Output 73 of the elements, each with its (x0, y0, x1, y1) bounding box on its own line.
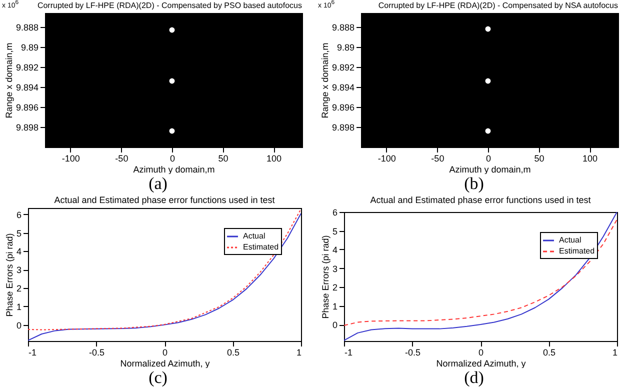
y-tick-label: 6 (16, 210, 22, 220)
x-tick-label: -1 (28, 348, 37, 358)
chart-title: Corrupted by LF-HPE (RDA)(2D) - Compensated by NSA autofocus (378, 1, 618, 10)
x-tick-label: -1 (344, 348, 353, 358)
y-tick-label: 9.888 (332, 22, 354, 32)
text: (c) (148, 368, 168, 388)
x-tick-label: 1 (296, 348, 302, 358)
point (485, 128, 491, 134)
y-tick-label: 9.89 (20, 42, 38, 52)
y-tick-label: 9.896 (332, 102, 354, 112)
legend-label: Estimated (559, 246, 595, 256)
point (169, 128, 175, 134)
x-tick-label: -100 (62, 154, 80, 164)
x-axis-title: Normalized Azimuth, y (436, 358, 526, 368)
y-tick-label: 9.896 (16, 102, 38, 112)
y-tick-label: 5 (16, 228, 22, 238)
x-axis-title: Azimuth y domain,m (133, 164, 215, 174)
y-tick-label: 9.894 (332, 82, 354, 92)
point (169, 78, 175, 84)
point (485, 78, 491, 84)
chart-title: Corrupted by LF-HPE (RDA)(2D) - Compensated by PSO based autofocus (37, 1, 302, 10)
x-tick-label: 0 (478, 348, 484, 358)
point (169, 27, 175, 33)
y-tick-label: 9.898 (16, 122, 38, 132)
point (485, 26, 491, 32)
y-tick-label: 3 (16, 265, 22, 276)
y-tick-label: 3 (332, 264, 338, 274)
y-tick-label: 5 (332, 226, 338, 236)
x-tick-label: 0.5 (542, 348, 556, 358)
y-tick-label: 9.89 (336, 42, 354, 52)
line-series (344, 219, 617, 326)
y-axis-title: Range x domain,m (4, 42, 14, 118)
text: (b) (463, 174, 485, 194)
x-tick-label: -50 (431, 154, 444, 164)
text: (a) (148, 174, 168, 194)
x-tick-label: 1 (612, 348, 618, 358)
y-tick-label: 6 (332, 208, 338, 218)
y-axis-title: Phase Errors (pi rad) (320, 235, 330, 319)
y-tick-label: 1 (16, 302, 22, 312)
legend-label: Estimated (243, 242, 279, 252)
chart-title: Actual and Estimated phase error functions used in test (54, 195, 276, 205)
legend-label: Actual (243, 232, 266, 240)
x-tick-label: 50 (218, 154, 228, 164)
y-tick-label: 9.894 (16, 82, 38, 92)
x-tick-label: 0.5 (226, 348, 240, 358)
y-tick-label: 9.892 (332, 62, 354, 72)
y-tick-label: 1 (332, 301, 338, 312)
x-tick-label: 0 (162, 348, 168, 358)
x-tick-label: 0 (486, 154, 491, 164)
y-tick-label: 4 (332, 245, 338, 255)
x-tick-label: 100 (266, 154, 282, 164)
y-tick-label: 4 (16, 246, 22, 257)
y-tick-label: 2 (332, 282, 338, 292)
y-tick-label: 9.892 (16, 62, 38, 72)
x-tick-label: 0 (170, 154, 175, 164)
y-tick-label: 0 (332, 320, 338, 330)
y-axis-title: Range x domain,m (320, 42, 330, 118)
legend-label: Actual (559, 236, 582, 244)
y-tick-label: 0 (16, 320, 22, 330)
x-axis-title: Azimuth y domain,m (449, 164, 531, 174)
chart-title: Actual and Estimated phase error functions used in test (370, 195, 592, 205)
x-tick-label: 100 (582, 154, 598, 164)
text: (d) (463, 368, 485, 388)
y-tick-label: 9.888 (16, 22, 38, 32)
x-tick-label: -0.5 (404, 348, 421, 358)
x-tick-label: 50 (534, 154, 544, 164)
x-axis-title: Normalized Azimuth, y (120, 358, 210, 368)
x-tick-label: -0.5 (88, 348, 105, 358)
y-axis-title: Phase Errors (pi rad) (4, 233, 14, 317)
x-tick-label: -50 (115, 154, 128, 164)
y-tick-label: 2 (16, 284, 22, 294)
x-tick-label: -100 (378, 154, 396, 164)
y-tick-label: 9.898 (332, 122, 354, 132)
